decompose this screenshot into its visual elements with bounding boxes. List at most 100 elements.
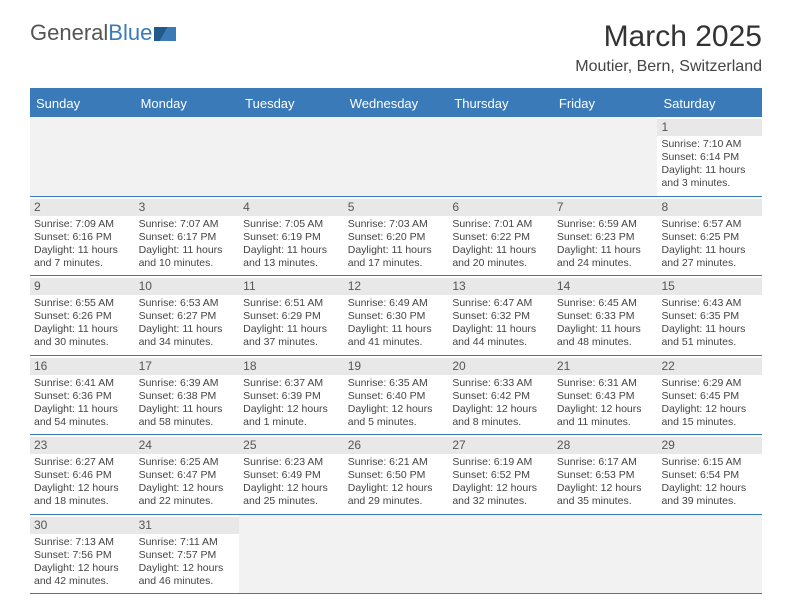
- daylight-text: Daylight: 12 hours and 1 minute.: [243, 403, 340, 429]
- sunset-text: Sunset: 6:43 PM: [557, 390, 654, 403]
- sunset-text: Sunset: 6:23 PM: [557, 231, 654, 244]
- sunset-text: Sunset: 6:49 PM: [243, 469, 340, 482]
- day-cell-blank: [239, 117, 344, 196]
- sunrise-text: Sunrise: 6:49 AM: [348, 297, 445, 310]
- day-cell: 19Sunrise: 6:35 AMSunset: 6:40 PMDayligh…: [344, 356, 449, 435]
- day-cell: 7Sunrise: 6:59 AMSunset: 6:23 PMDaylight…: [553, 197, 658, 276]
- sunrise-text: Sunrise: 6:21 AM: [348, 456, 445, 469]
- sunrise-text: Sunrise: 6:31 AM: [557, 377, 654, 390]
- daylight-text: Daylight: 12 hours and 15 minutes.: [661, 403, 758, 429]
- day-header: Wednesday: [344, 90, 449, 117]
- daylight-text: Daylight: 11 hours and 27 minutes.: [661, 244, 758, 270]
- week-row: 16Sunrise: 6:41 AMSunset: 6:36 PMDayligh…: [30, 356, 762, 436]
- day-cell: 27Sunrise: 6:19 AMSunset: 6:52 PMDayligh…: [448, 435, 553, 514]
- day-cell: 13Sunrise: 6:47 AMSunset: 6:32 PMDayligh…: [448, 276, 553, 355]
- sunset-text: Sunset: 6:52 PM: [452, 469, 549, 482]
- day-cell: 14Sunrise: 6:45 AMSunset: 6:33 PMDayligh…: [553, 276, 658, 355]
- logo-word1: General: [30, 20, 108, 46]
- day-cell-blank: [30, 117, 135, 196]
- daylight-text: Daylight: 11 hours and 58 minutes.: [139, 403, 236, 429]
- sunrise-text: Sunrise: 7:07 AM: [139, 218, 236, 231]
- daylight-text: Daylight: 11 hours and 48 minutes.: [557, 323, 654, 349]
- week-row: 9Sunrise: 6:55 AMSunset: 6:26 PMDaylight…: [30, 276, 762, 356]
- sunset-text: Sunset: 6:39 PM: [243, 390, 340, 403]
- sunrise-text: Sunrise: 6:17 AM: [557, 456, 654, 469]
- day-number: 4: [239, 199, 344, 216]
- day-number: 30: [30, 517, 135, 534]
- sunrise-text: Sunrise: 6:33 AM: [452, 377, 549, 390]
- day-cell: 2Sunrise: 7:09 AMSunset: 6:16 PMDaylight…: [30, 197, 135, 276]
- sunset-text: Sunset: 6:42 PM: [452, 390, 549, 403]
- sunset-text: Sunset: 6:17 PM: [139, 231, 236, 244]
- day-cell: 20 Sunrise: 6:33 AMSunset: 6:42 PMDayligh…: [448, 356, 553, 435]
- daylight-text: Daylight: 11 hours and 54 minutes.: [34, 403, 131, 429]
- day-cell: 22Sunrise: 6:29 AMSunset: 6:45 PMDayligh…: [657, 356, 762, 435]
- sunrise-text: Sunrise: 6:43 AM: [661, 297, 758, 310]
- sunset-text: Sunset: 6:36 PM: [34, 390, 131, 403]
- day-header-row: SundayMondayTuesdayWednesdayThursdayFrid…: [30, 90, 762, 117]
- day-cell-blank: [344, 117, 449, 196]
- daylight-text: Daylight: 11 hours and 44 minutes.: [452, 323, 549, 349]
- week-row: 23Sunrise: 6:27 AMSunset: 6:46 PMDayligh…: [30, 435, 762, 515]
- day-cell: 21Sunrise: 6:31 AMSunset: 6:43 PMDayligh…: [553, 356, 658, 435]
- logo-flag-icon: [154, 25, 176, 41]
- day-cell: 16Sunrise: 6:41 AMSunset: 6:36 PMDayligh…: [30, 356, 135, 435]
- sunrise-text: Sunrise: 6:57 AM: [661, 218, 758, 231]
- daylight-text: Daylight: 11 hours and 17 minutes.: [348, 244, 445, 270]
- day-number: 8: [657, 199, 762, 216]
- daylight-text: Daylight: 12 hours and 32 minutes.: [452, 482, 549, 508]
- day-cell-blank: [239, 515, 344, 594]
- sunset-text: Sunset: 6:25 PM: [661, 231, 758, 244]
- day-cell: 26Sunrise: 6:21 AMSunset: 6:50 PMDayligh…: [344, 435, 449, 514]
- logo-word2: Blue: [108, 20, 152, 46]
- day-number: 24: [135, 437, 240, 454]
- day-number: 11: [239, 278, 344, 295]
- day-number: 2: [30, 199, 135, 216]
- daylight-text: Daylight: 12 hours and 25 minutes.: [243, 482, 340, 508]
- day-number: 5: [344, 199, 449, 216]
- day-number: 23: [30, 437, 135, 454]
- day-number: 15: [657, 278, 762, 295]
- sunrise-text: Sunrise: 6:51 AM: [243, 297, 340, 310]
- day-number: 19: [344, 358, 449, 375]
- sunrise-text: Sunrise: 6:15 AM: [661, 456, 758, 469]
- day-cell-blank: [657, 515, 762, 594]
- daylight-text: Daylight: 11 hours and 37 minutes.: [243, 323, 340, 349]
- day-header: Saturday: [657, 90, 762, 117]
- day-cell: 24Sunrise: 6:25 AMSunset: 6:47 PMDayligh…: [135, 435, 240, 514]
- sunrise-text: Sunrise: 7:05 AM: [243, 218, 340, 231]
- daylight-text: Daylight: 12 hours and 39 minutes.: [661, 482, 758, 508]
- day-cell-blank: [553, 515, 658, 594]
- day-cell-blank: [344, 515, 449, 594]
- day-cell: 4 Sunrise: 7:05 AMSunset: 6:19 PMDaylight…: [239, 197, 344, 276]
- sunset-text: Sunset: 6:19 PM: [243, 231, 340, 244]
- day-cell: 8 Sunrise: 6:57 AMSunset: 6:25 PMDaylight…: [657, 197, 762, 276]
- sunset-text: Sunset: 6:54 PM: [661, 469, 758, 482]
- daylight-text: Daylight: 12 hours and 42 minutes.: [34, 562, 131, 588]
- day-cell: 9Sunrise: 6:55 AMSunset: 6:26 PMDaylight…: [30, 276, 135, 355]
- day-cell: 29Sunrise: 6:15 AMSunset: 6:54 PMDayligh…: [657, 435, 762, 514]
- daylight-text: Daylight: 11 hours and 13 minutes.: [243, 244, 340, 270]
- sunset-text: Sunset: 6:33 PM: [557, 310, 654, 323]
- sunrise-text: Sunrise: 6:35 AM: [348, 377, 445, 390]
- day-number: 3: [135, 199, 240, 216]
- day-cell: 25Sunrise: 6:23 AMSunset: 6:49 PMDayligh…: [239, 435, 344, 514]
- daylight-text: Daylight: 11 hours and 34 minutes.: [139, 323, 236, 349]
- daylight-text: Daylight: 11 hours and 24 minutes.: [557, 244, 654, 270]
- day-number: 12: [344, 278, 449, 295]
- daylight-text: Daylight: 12 hours and 8 minutes.: [452, 403, 549, 429]
- day-cell: 28Sunrise: 6:17 AMSunset: 6:53 PMDayligh…: [553, 435, 658, 514]
- day-header: Tuesday: [239, 90, 344, 117]
- day-number: 7: [553, 199, 658, 216]
- day-number: 20: [448, 358, 553, 375]
- location: Moutier, Bern, Switzerland: [575, 58, 762, 76]
- day-number: 6: [448, 199, 553, 216]
- sunset-text: Sunset: 7:56 PM: [34, 549, 131, 562]
- day-cell: 11Sunrise: 6:51 AMSunset: 6:29 PMDayligh…: [239, 276, 344, 355]
- sunrise-text: Sunrise: 6:41 AM: [34, 377, 131, 390]
- daylight-text: Daylight: 11 hours and 30 minutes.: [34, 323, 131, 349]
- day-cell: 15Sunrise: 6:43 AMSunset: 6:35 PMDayligh…: [657, 276, 762, 355]
- sunrise-text: Sunrise: 6:45 AM: [557, 297, 654, 310]
- daylight-text: Daylight: 11 hours and 7 minutes.: [34, 244, 131, 270]
- day-number: 9: [30, 278, 135, 295]
